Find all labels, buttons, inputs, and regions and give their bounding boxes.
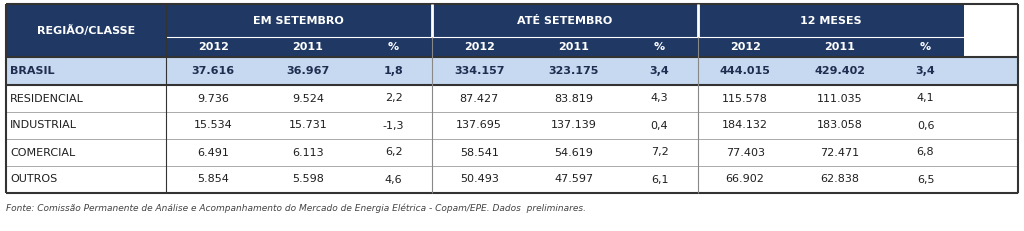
- Text: 3,4: 3,4: [915, 66, 935, 76]
- Text: 5.854: 5.854: [198, 174, 229, 185]
- Text: 4,1: 4,1: [916, 94, 934, 103]
- Text: 6,2: 6,2: [385, 148, 402, 158]
- Text: 2012: 2012: [198, 42, 228, 52]
- Text: 62.838: 62.838: [820, 174, 859, 185]
- Text: 37.616: 37.616: [191, 66, 234, 76]
- Text: ATÉ SETEMBRO: ATÉ SETEMBRO: [517, 15, 612, 25]
- Text: 72.471: 72.471: [820, 148, 859, 158]
- Text: RESIDENCIAL: RESIDENCIAL: [10, 94, 84, 103]
- Text: 47.597: 47.597: [554, 174, 594, 185]
- Text: 9.524: 9.524: [292, 94, 324, 103]
- Bar: [6, 57, 1018, 85]
- Text: 2012: 2012: [730, 42, 761, 52]
- Text: 6.113: 6.113: [292, 148, 324, 158]
- Text: 7,2: 7,2: [650, 148, 669, 158]
- Bar: [432, 4, 697, 37]
- Text: %: %: [920, 42, 931, 52]
- Text: 50.493: 50.493: [460, 174, 499, 185]
- Text: 87.427: 87.427: [460, 94, 499, 103]
- Text: 9.736: 9.736: [198, 94, 229, 103]
- Text: 137.695: 137.695: [457, 121, 502, 131]
- Text: 184.132: 184.132: [722, 121, 768, 131]
- Text: 15.731: 15.731: [289, 121, 328, 131]
- Bar: [432, 37, 526, 57]
- Text: 36.967: 36.967: [287, 66, 330, 76]
- Text: 115.578: 115.578: [722, 94, 768, 103]
- Text: COMERCIAL: COMERCIAL: [10, 148, 75, 158]
- Text: 2,2: 2,2: [385, 94, 402, 103]
- Text: EM SETEMBRO: EM SETEMBRO: [254, 15, 344, 25]
- Text: 4,6: 4,6: [385, 174, 402, 185]
- Text: 1,8: 1,8: [384, 66, 403, 76]
- Text: 4,3: 4,3: [650, 94, 669, 103]
- Text: 2011: 2011: [558, 42, 590, 52]
- Text: BRASIL: BRASIL: [10, 66, 54, 76]
- Text: 15.534: 15.534: [194, 121, 232, 131]
- Text: 2012: 2012: [464, 42, 495, 52]
- Text: 54.619: 54.619: [555, 148, 593, 158]
- Bar: [622, 37, 697, 57]
- Text: 12 MESES: 12 MESES: [800, 15, 861, 25]
- Bar: [261, 37, 355, 57]
- Text: 429.402: 429.402: [814, 66, 865, 76]
- Bar: [6, 4, 166, 57]
- Bar: [793, 37, 887, 57]
- Text: 6.491: 6.491: [198, 148, 229, 158]
- Text: 77.403: 77.403: [726, 148, 765, 158]
- Text: 66.902: 66.902: [726, 174, 765, 185]
- Text: 6,1: 6,1: [651, 174, 669, 185]
- Text: 111.035: 111.035: [817, 94, 862, 103]
- Text: 5.598: 5.598: [292, 174, 324, 185]
- Text: -1,3: -1,3: [383, 121, 404, 131]
- Text: REGIÃO/CLASSE: REGIÃO/CLASSE: [37, 25, 135, 36]
- Bar: [166, 37, 261, 57]
- Bar: [6, 166, 1018, 193]
- Text: Fonte: Comissão Permanente de Análise e Acompanhamento do Mercado de Energia Elé: Fonte: Comissão Permanente de Análise e …: [6, 203, 586, 213]
- Text: 6,5: 6,5: [916, 174, 934, 185]
- Bar: [6, 139, 1018, 166]
- Text: 0,4: 0,4: [650, 121, 669, 131]
- Bar: [166, 4, 432, 37]
- Text: 0,6: 0,6: [916, 121, 934, 131]
- Bar: [6, 85, 1018, 112]
- Bar: [355, 37, 432, 57]
- Bar: [887, 37, 964, 57]
- Text: 444.015: 444.015: [720, 66, 771, 76]
- Text: 334.157: 334.157: [454, 66, 505, 76]
- Bar: [697, 4, 964, 37]
- Bar: [697, 37, 793, 57]
- Text: 183.058: 183.058: [817, 121, 863, 131]
- Text: 6,8: 6,8: [916, 148, 934, 158]
- Text: 58.541: 58.541: [460, 148, 499, 158]
- Text: 83.819: 83.819: [554, 94, 594, 103]
- Text: INDUSTRIAL: INDUSTRIAL: [10, 121, 77, 131]
- Text: %: %: [654, 42, 666, 52]
- Text: 137.139: 137.139: [551, 121, 597, 131]
- Text: OUTROS: OUTROS: [10, 174, 57, 185]
- Text: 323.175: 323.175: [549, 66, 599, 76]
- Text: 2011: 2011: [293, 42, 324, 52]
- Text: %: %: [388, 42, 399, 52]
- Bar: [6, 112, 1018, 139]
- Text: 2011: 2011: [824, 42, 855, 52]
- Text: 3,4: 3,4: [649, 66, 670, 76]
- Bar: [526, 37, 622, 57]
